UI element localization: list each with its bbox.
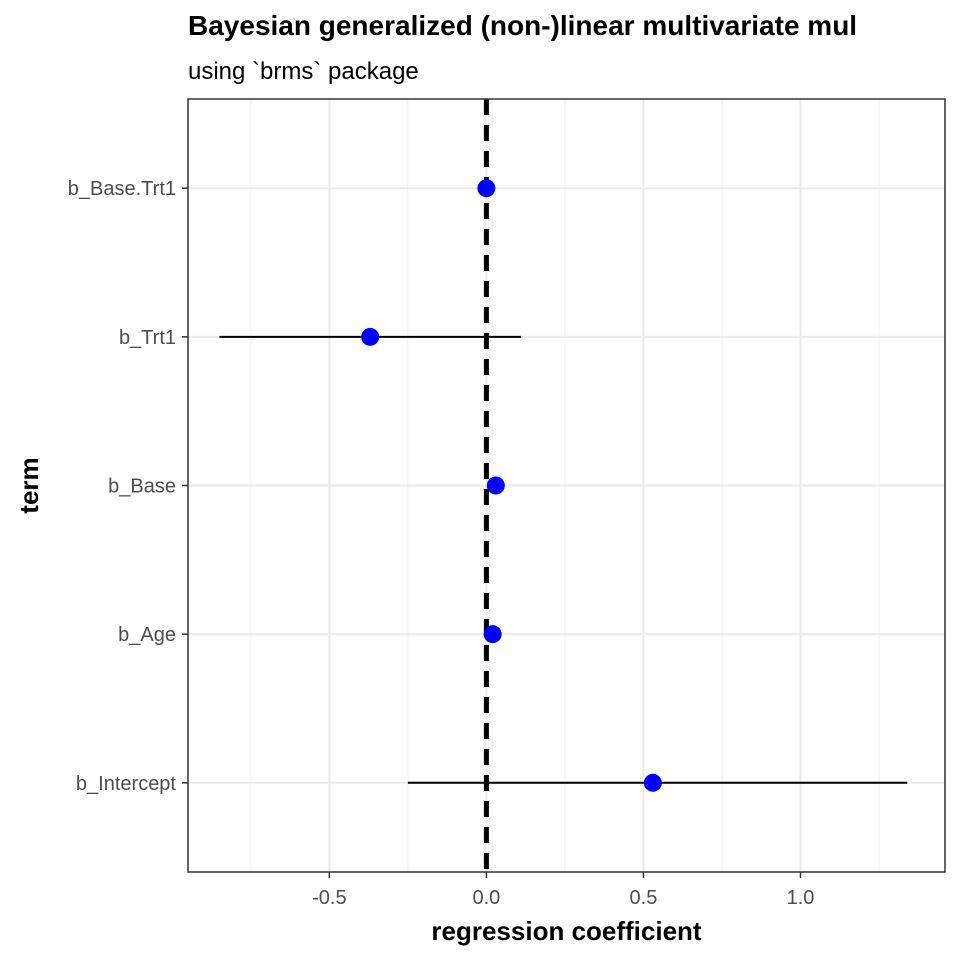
x-tick-label: 0.0 (472, 887, 500, 909)
y-tick-label: b_Base (108, 476, 176, 498)
chart-subtitle: using `brms` package (188, 58, 419, 85)
point-b_Trt1 (361, 327, 380, 346)
x-tick-label: 0.5 (630, 887, 658, 909)
chart-title: Bayesian generalized (non-)linear multiv… (188, 10, 858, 41)
y-tick-label: b_Base.Trt1 (68, 178, 176, 200)
estimate-points (361, 179, 662, 792)
y-tick-label: b_Age (118, 624, 176, 646)
major-gridlines (188, 99, 945, 872)
point-b_Base (486, 476, 505, 495)
y-axis-title: term (14, 457, 44, 513)
y-tick-label: b_Trt1 (119, 327, 176, 349)
y-tick-label: b_Intercept (76, 773, 177, 795)
x-axis-title: regression coefficient (431, 916, 702, 946)
x-tick-label: 1.0 (787, 887, 815, 909)
x-tick-label: -0.5 (312, 887, 346, 909)
y-axis: b_Base.Trt1 b_Trt1 b_Base b_Age b_Intercept (68, 178, 188, 795)
point-b_Base.Trt1 (477, 179, 496, 198)
x-axis: -0.5 0.0 0.5 1.0 (312, 872, 814, 909)
point-b_Age (483, 625, 502, 644)
point-b_Intercept (643, 773, 662, 792)
